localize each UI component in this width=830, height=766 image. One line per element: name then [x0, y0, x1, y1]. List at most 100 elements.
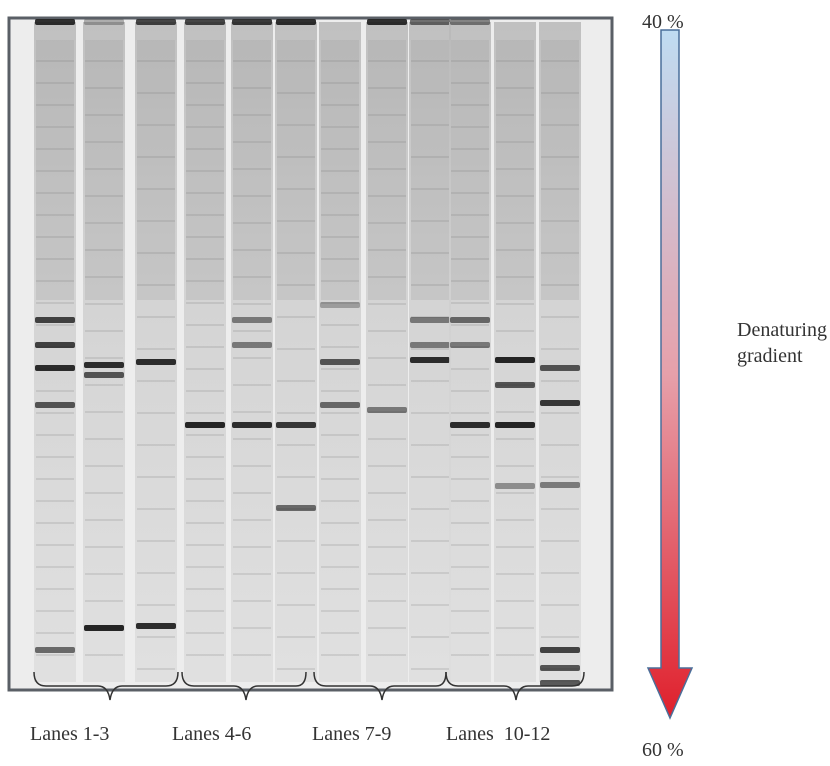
faint-band — [233, 222, 271, 224]
faint-band — [137, 572, 175, 574]
faint-band — [85, 546, 123, 548]
faint-band — [137, 252, 175, 254]
faint-band — [85, 168, 123, 170]
faint-band — [368, 384, 406, 386]
faint-band — [451, 236, 489, 238]
lane — [319, 22, 361, 682]
faint-band — [411, 412, 449, 414]
faint-band — [368, 141, 406, 143]
faint-band — [277, 124, 315, 126]
faint-band — [36, 544, 74, 546]
faint-band — [233, 546, 271, 548]
faint-band — [137, 668, 175, 670]
faint-band — [137, 412, 175, 414]
faint-band — [186, 566, 224, 568]
faint-band — [451, 522, 489, 524]
lane — [231, 22, 273, 682]
bracket — [33, 671, 179, 701]
faint-band — [186, 126, 224, 128]
faint-band — [36, 588, 74, 590]
faint-band — [137, 220, 175, 222]
faint-band — [451, 566, 489, 568]
faint-band — [368, 357, 406, 359]
faint-band — [321, 148, 359, 150]
faint-band — [137, 124, 175, 126]
faint-band — [451, 280, 489, 282]
faint-band — [137, 316, 175, 318]
band — [84, 19, 124, 25]
faint-band — [85, 330, 123, 332]
lane-smear — [277, 40, 315, 300]
faint-band — [85, 465, 123, 467]
faint-band — [496, 168, 534, 170]
faint-band — [368, 249, 406, 251]
faint-band — [496, 438, 534, 440]
faint-band — [411, 252, 449, 254]
faint-band — [368, 114, 406, 116]
faint-band — [233, 384, 271, 386]
faint-band — [233, 87, 271, 89]
band — [35, 317, 75, 323]
lane-smear — [36, 40, 74, 300]
faint-band — [451, 192, 489, 194]
band — [35, 342, 75, 348]
faint-band — [451, 588, 489, 590]
faint-band — [541, 316, 579, 318]
bracket — [181, 671, 307, 701]
faint-band — [451, 302, 489, 304]
faint-band — [496, 249, 534, 251]
band — [35, 402, 75, 408]
faint-band — [541, 220, 579, 222]
faint-band — [85, 384, 123, 386]
faint-band — [186, 346, 224, 348]
top-label: 40 % — [642, 11, 684, 33]
band — [136, 623, 176, 629]
band — [367, 407, 407, 413]
faint-band — [233, 276, 271, 278]
faint-band — [321, 82, 359, 84]
faint-band — [496, 465, 534, 467]
faint-band — [85, 222, 123, 224]
faint-band — [277, 412, 315, 414]
band — [410, 342, 450, 348]
faint-band — [321, 280, 359, 282]
faint-band — [36, 104, 74, 106]
band — [232, 19, 272, 25]
faint-band — [137, 92, 175, 94]
faint-band — [85, 303, 123, 305]
faint-band — [277, 668, 315, 670]
lane-group-label: Lanes 1-3 — [30, 723, 109, 745]
faint-band — [186, 324, 224, 326]
band — [35, 647, 75, 653]
faint-band — [277, 540, 315, 542]
faint-band — [541, 476, 579, 478]
band — [540, 400, 580, 406]
lane-smear — [321, 40, 359, 300]
faint-band — [368, 195, 406, 197]
faint-band — [137, 604, 175, 606]
faint-band — [321, 368, 359, 370]
faint-band — [85, 114, 123, 116]
faint-band — [541, 252, 579, 254]
faint-band — [36, 566, 74, 568]
faint-band — [541, 284, 579, 286]
faint-band — [277, 444, 315, 446]
faint-band — [186, 500, 224, 502]
band — [540, 647, 580, 653]
faint-band — [411, 380, 449, 382]
faint-band — [36, 654, 74, 656]
lane-group-label: Lanes 7-9 — [312, 723, 391, 745]
faint-band — [451, 60, 489, 62]
faint-band — [186, 434, 224, 436]
faint-band — [411, 604, 449, 606]
faint-band — [368, 573, 406, 575]
faint-band — [496, 303, 534, 305]
lane-smear — [233, 40, 271, 300]
faint-band — [541, 412, 579, 414]
faint-band — [411, 284, 449, 286]
faint-band — [137, 636, 175, 638]
faint-band — [36, 478, 74, 480]
faint-band — [496, 492, 534, 494]
